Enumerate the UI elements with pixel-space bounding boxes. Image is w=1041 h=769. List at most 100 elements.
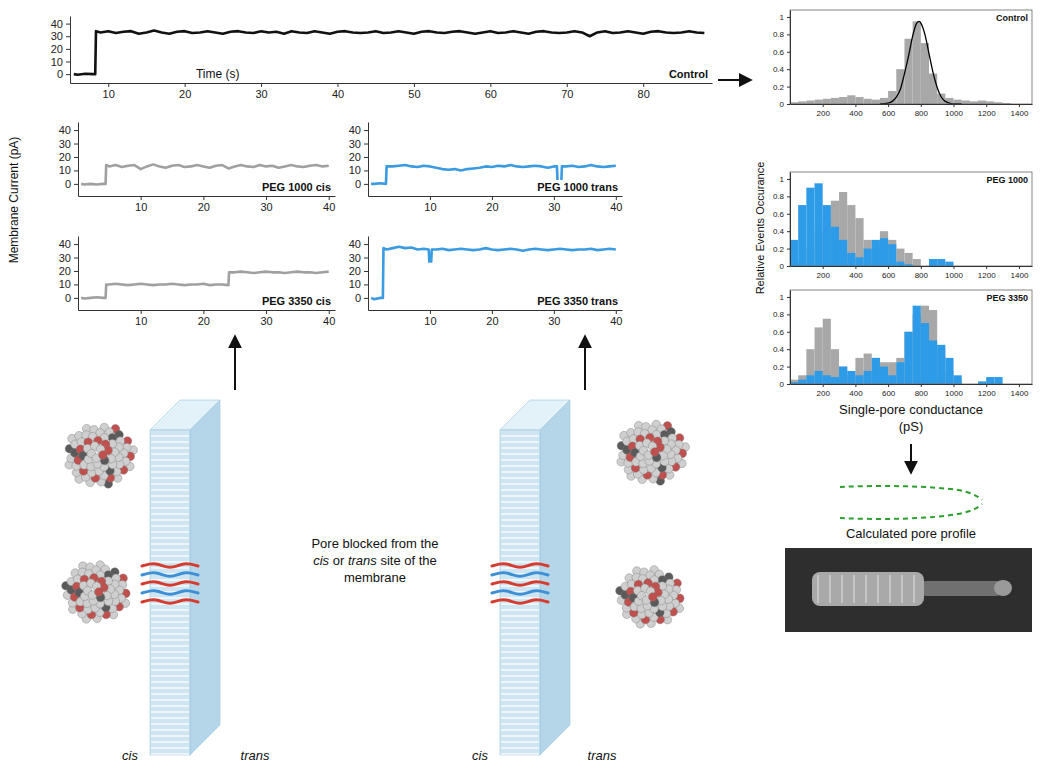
histogram-bars <box>790 306 1003 384</box>
x-tick: 10 <box>135 310 147 327</box>
y-tick-mark <box>74 244 78 245</box>
figure: 1020304050607080010203040ControlTime (s)… <box>0 0 1041 769</box>
histogram-bar <box>880 362 888 384</box>
x-tick: 1000 <box>945 384 963 398</box>
x-tick-label: 800 <box>915 271 929 280</box>
histogram-bar <box>896 69 904 104</box>
lipid-row <box>151 717 189 718</box>
x-tick: 1400 <box>1011 384 1029 398</box>
x-tick-mark <box>490 83 491 87</box>
lipid-row <box>501 627 539 628</box>
histogram-bars <box>790 183 954 266</box>
y-tick-label: 10 <box>59 164 71 176</box>
pore-helix <box>492 582 548 586</box>
panel-title: PEG 3350 <box>986 293 1028 303</box>
x-tick: 200 <box>817 384 831 398</box>
lipid-row <box>501 639 539 640</box>
y-axis-line <box>368 123 369 197</box>
pore-helix <box>492 591 548 595</box>
x-tick: 40 <box>610 310 622 327</box>
histogram-bar <box>994 377 1002 384</box>
histogram-bar <box>823 205 831 266</box>
y-tick-mark <box>787 87 790 88</box>
lipid-row <box>151 501 189 502</box>
lipid-row <box>151 729 189 730</box>
membrane <box>142 400 220 755</box>
label-patch <box>984 292 1030 304</box>
x-tick-label: 20 <box>486 201 498 213</box>
protein-atom <box>95 588 104 597</box>
y-tick-mark <box>66 36 70 37</box>
panel-title: Control <box>669 68 708 80</box>
y-axis: 00.20.40.60.81 <box>773 11 791 110</box>
y-tick-mark <box>787 314 790 315</box>
panel-title: Control <box>996 13 1028 23</box>
x-tick-mark <box>414 83 415 87</box>
label-patch <box>535 294 620 308</box>
histogram-bar <box>823 99 831 104</box>
y-tick-label: 30 <box>59 138 71 150</box>
x-tick-label: 30 <box>548 315 560 327</box>
y-tick: 10 <box>59 164 78 176</box>
pore-helix <box>142 591 198 595</box>
histogram-bar <box>888 244 896 266</box>
y-tick-label: 0 <box>355 292 361 304</box>
y-tick-mark <box>364 144 368 145</box>
lipid-row <box>501 711 539 712</box>
x-tick-label: 10 <box>135 201 147 213</box>
y-tick-label: 0 <box>355 178 361 190</box>
lipid-row <box>151 663 189 664</box>
x-tick-label: 80 <box>638 88 650 100</box>
x-tick-mark <box>823 104 824 107</box>
pore-helix <box>492 600 548 604</box>
micrograph-ground <box>785 548 1032 632</box>
y-tick-mark <box>787 52 790 53</box>
y-tick-mark <box>74 184 78 185</box>
histogram-bar <box>798 205 806 266</box>
x-axis-line <box>369 310 623 311</box>
histogram-bar <box>815 100 823 104</box>
y-tick-mark <box>74 298 78 299</box>
x-tick-label: 1000 <box>945 271 963 280</box>
lipid-row <box>151 537 189 538</box>
lipid-row <box>151 711 189 712</box>
y-tick-mark <box>787 332 790 333</box>
histogram-bar <box>962 101 970 104</box>
protein <box>616 566 684 628</box>
trace-panel: 10203040010203040PEG 1000 cis <box>59 123 336 213</box>
x-tick-label: 400 <box>849 109 863 118</box>
x-tick: 800 <box>915 384 929 398</box>
histogram-bar <box>831 227 839 266</box>
lipid-row <box>151 483 189 484</box>
y-tick: 20 <box>349 151 368 163</box>
y-tick: 20 <box>349 265 368 277</box>
x-axis: 1020304050607080 <box>71 83 713 100</box>
trace-panel: 10203040010203040PEG 3350 cis <box>59 237 336 327</box>
x-tick-label: 600 <box>882 389 896 398</box>
x-tick: 200 <box>817 104 831 118</box>
histogram-bar <box>937 94 945 104</box>
y-axis-line <box>78 123 79 197</box>
y-tick: 0 <box>65 292 78 304</box>
y-tick-label: 20 <box>51 43 63 55</box>
lipid-row <box>501 687 539 688</box>
x-tick: 10 <box>424 196 436 213</box>
y-tick: 40 <box>59 124 78 136</box>
y-tick-mark <box>74 130 78 131</box>
histogram-bar <box>847 95 855 104</box>
histogram-bar <box>937 259 945 266</box>
y-axis-line <box>368 237 369 311</box>
background <box>0 0 1041 769</box>
x-tick-label: 10 <box>135 315 147 327</box>
profile-line <box>840 504 982 519</box>
x-tick: 40 <box>610 196 622 213</box>
y-tick-mark <box>787 104 790 105</box>
current-trace <box>74 31 705 75</box>
histogram-bar <box>929 259 937 266</box>
y-tick-mark <box>364 271 368 272</box>
x-axis-line <box>79 196 336 197</box>
histogram-bar <box>896 262 904 266</box>
y-tick-mark <box>787 214 790 215</box>
y-tick-label: 30 <box>59 252 71 264</box>
y-tick: 0.4 <box>773 65 790 74</box>
